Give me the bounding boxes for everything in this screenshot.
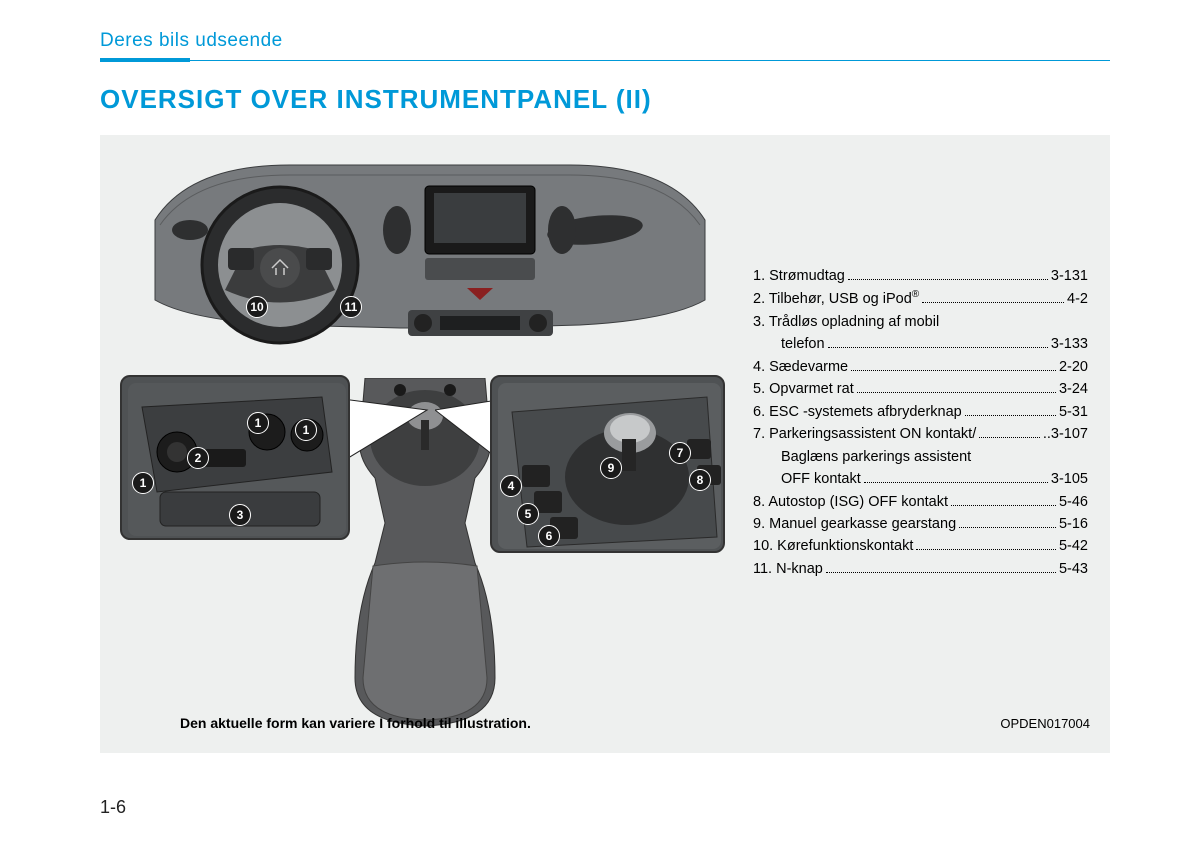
- legend-item: 11. N-knap5-43: [753, 558, 1088, 580]
- legend-item: 6. ESC -systemets afbryderknap5-31: [753, 401, 1088, 423]
- image-code: OPDEN017004: [1000, 716, 1090, 731]
- callout-badge: 1: [132, 472, 154, 494]
- callout-badge: 1: [247, 412, 269, 434]
- inset-right: 4 56 7 8 9: [490, 375, 725, 553]
- header-divider: [100, 58, 1110, 62]
- callout-badge: 5: [517, 503, 539, 525]
- legend-item: 10. Kørefunktionskontakt5-42: [753, 535, 1088, 557]
- callout-badge: 9: [600, 457, 622, 479]
- legend-item-sub: telefon3-133: [753, 333, 1088, 355]
- callout-badge: 7: [669, 442, 691, 464]
- callout-badge: 1: [295, 419, 317, 441]
- page-title: OVERSIGT OVER INSTRUMENTPANEL (II): [100, 84, 1110, 115]
- page-number: 1-6: [100, 797, 126, 818]
- legend-item: 4. Sædevarme2-20: [753, 356, 1088, 378]
- legend-item: 2. Tilbehør, USB og iPod®4-2: [753, 287, 1088, 310]
- callout-badge: 8: [689, 469, 711, 491]
- legend-item: 9. Manuel gearkasse gearstang5-16: [753, 513, 1088, 535]
- dashboard-svg: [150, 150, 710, 380]
- legend-item: 7. Parkeringsassistent ON kontakt/..3-10…: [753, 423, 1088, 445]
- legend-item: 1. Strømudtag3-131: [753, 265, 1088, 287]
- callout-badge: 2: [187, 447, 209, 469]
- callout-badge: 3: [229, 504, 251, 526]
- legend-item: 8. Autostop (ISG) OFF kontakt5-46: [753, 491, 1088, 513]
- legend-list: 1. Strømudtag3-1312. Tilbehør, USB og iP…: [753, 265, 1088, 580]
- legend-item: 3. Trådløs opladning af mobil: [753, 311, 1088, 333]
- inset-left: 1 1 1 2 3: [120, 375, 350, 540]
- callout-badge: 11: [340, 296, 362, 318]
- figure-caption: Den aktuelle form kan variere I forhold …: [180, 715, 531, 731]
- callout-badge: 10: [246, 296, 268, 318]
- illustration: 1011: [120, 150, 740, 710]
- legend-item-sub: Baglæns parkerings assistent: [753, 446, 1088, 468]
- legend-item-sub: OFF kontakt3-105: [753, 468, 1088, 490]
- figure-panel: 1011: [100, 135, 1110, 753]
- legend-item: 5. Opvarmet rat3-24: [753, 378, 1088, 400]
- callout-badge: 4: [500, 475, 522, 497]
- section-header: Deres bils udseende: [100, 30, 1110, 52]
- callout-badge: 6: [538, 525, 560, 547]
